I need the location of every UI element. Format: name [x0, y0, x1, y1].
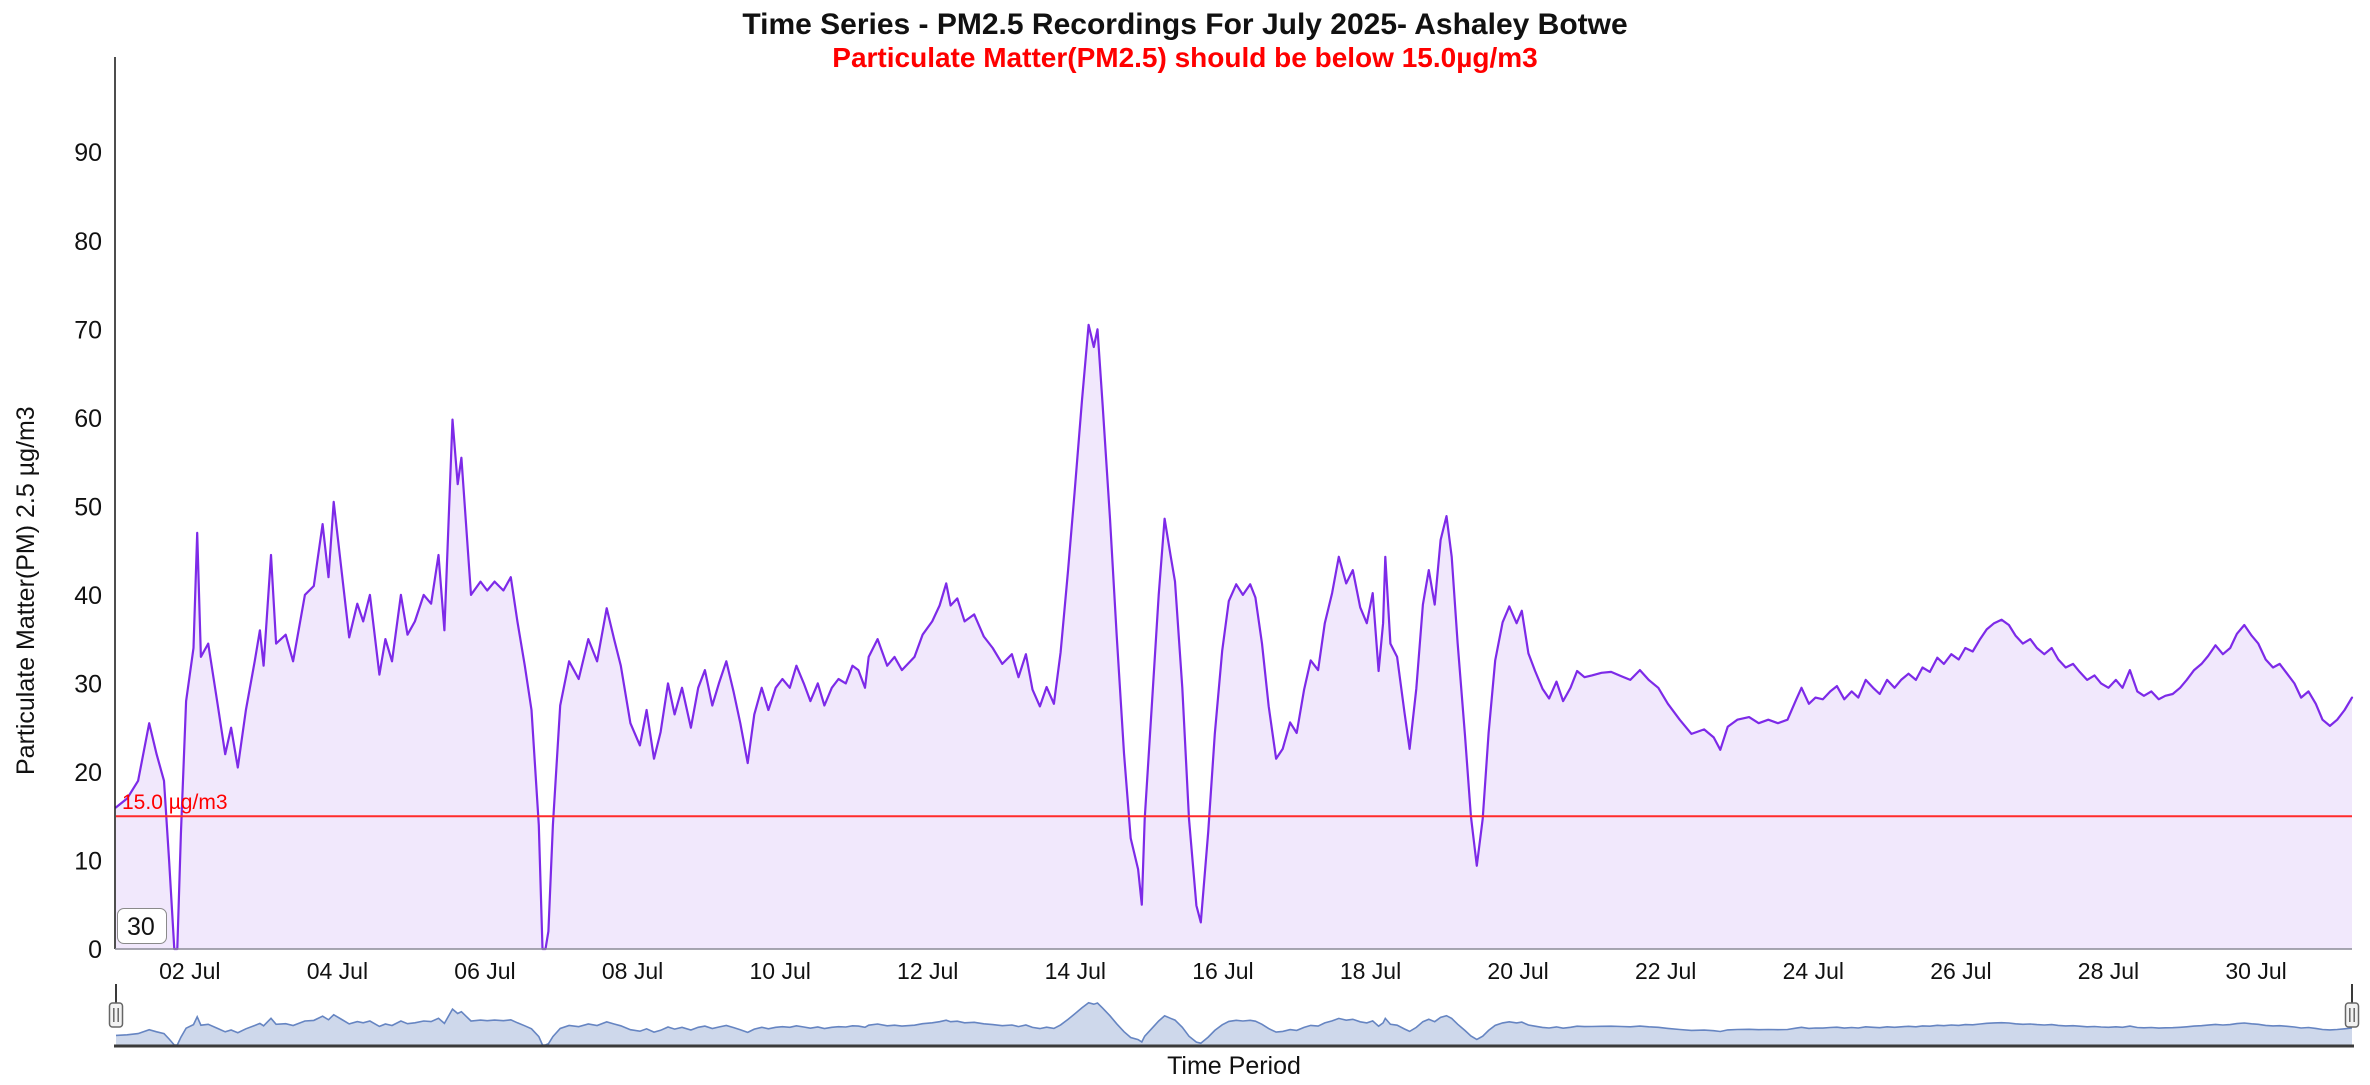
x-tick-label: 26 Jul	[1930, 958, 1991, 984]
y-tick-label: 60	[74, 405, 102, 433]
y-tick-label: 50	[74, 493, 102, 521]
y-tick-label: 0	[88, 936, 102, 964]
handle-body[interactable]	[2344, 1002, 2360, 1028]
y-tick-label: 10	[74, 847, 102, 875]
y-tick-label: 40	[74, 582, 102, 610]
x-tick-label: 28 Jul	[2078, 958, 2139, 984]
pm25-area	[116, 324, 2352, 949]
x-tick-label: 30 Jul	[2225, 958, 2286, 984]
y-axis-title: Particulate Matter(PM) 2.5 µg/m3	[12, 406, 40, 775]
range-value-box[interactable]: 30	[117, 908, 167, 944]
x-axis-title: Time Period	[1167, 1052, 1301, 1080]
x-tick-label: 22 Jul	[1635, 958, 1696, 984]
y-tick-label: 70	[74, 316, 102, 344]
navigator-left-handle[interactable]	[108, 1002, 124, 1028]
x-tick-label: 06 Jul	[454, 958, 515, 984]
navigator-line	[115, 1001, 2353, 1046]
x-tick-label: 14 Jul	[1045, 958, 1106, 984]
y-tick-label: 80	[74, 228, 102, 256]
x-axis-tick-labels: 02 Jul 04 Jul 06 Jul 08 Jul 10 Jul 12 Jul 14 J…	[159, 958, 2287, 984]
navigator	[108, 984, 2360, 1048]
handle-body[interactable]	[108, 1002, 124, 1028]
x-tick-label: 24 Jul	[1783, 958, 1844, 984]
x-tick-label: 20 Jul	[1487, 958, 1548, 984]
x-tick-label: 08 Jul	[602, 958, 663, 984]
x-tick-label: 10 Jul	[749, 958, 810, 984]
navigator-selected-range[interactable]	[116, 988, 2352, 1045]
y-tick-label: 20	[74, 759, 102, 787]
threshold-label: 15.0 µg/m3	[122, 791, 228, 814]
x-tick-label: 04 Jul	[307, 958, 368, 984]
navigator-right-handle[interactable]	[2344, 1002, 2360, 1028]
y-tick-label: 30	[74, 670, 102, 698]
x-tick-label: 02 Jul	[159, 958, 220, 984]
x-tick-label: 12 Jul	[897, 958, 958, 984]
chart-subtitle: Particulate Matter(PM2.5) should be belo…	[832, 42, 1538, 73]
x-tick-label: 16 Jul	[1192, 958, 1253, 984]
pm25-line	[114, 323, 2354, 951]
x-tick-label: 18 Jul	[1340, 958, 1401, 984]
y-tick-label: 90	[74, 139, 102, 167]
chart-title: Time Series - PM2.5 Recordings For July …	[742, 8, 1628, 41]
navigator-area	[116, 1002, 2352, 1045]
y-axis-tick-labels: 0 10 20 30 40 50 60 70 80 90	[74, 139, 102, 964]
